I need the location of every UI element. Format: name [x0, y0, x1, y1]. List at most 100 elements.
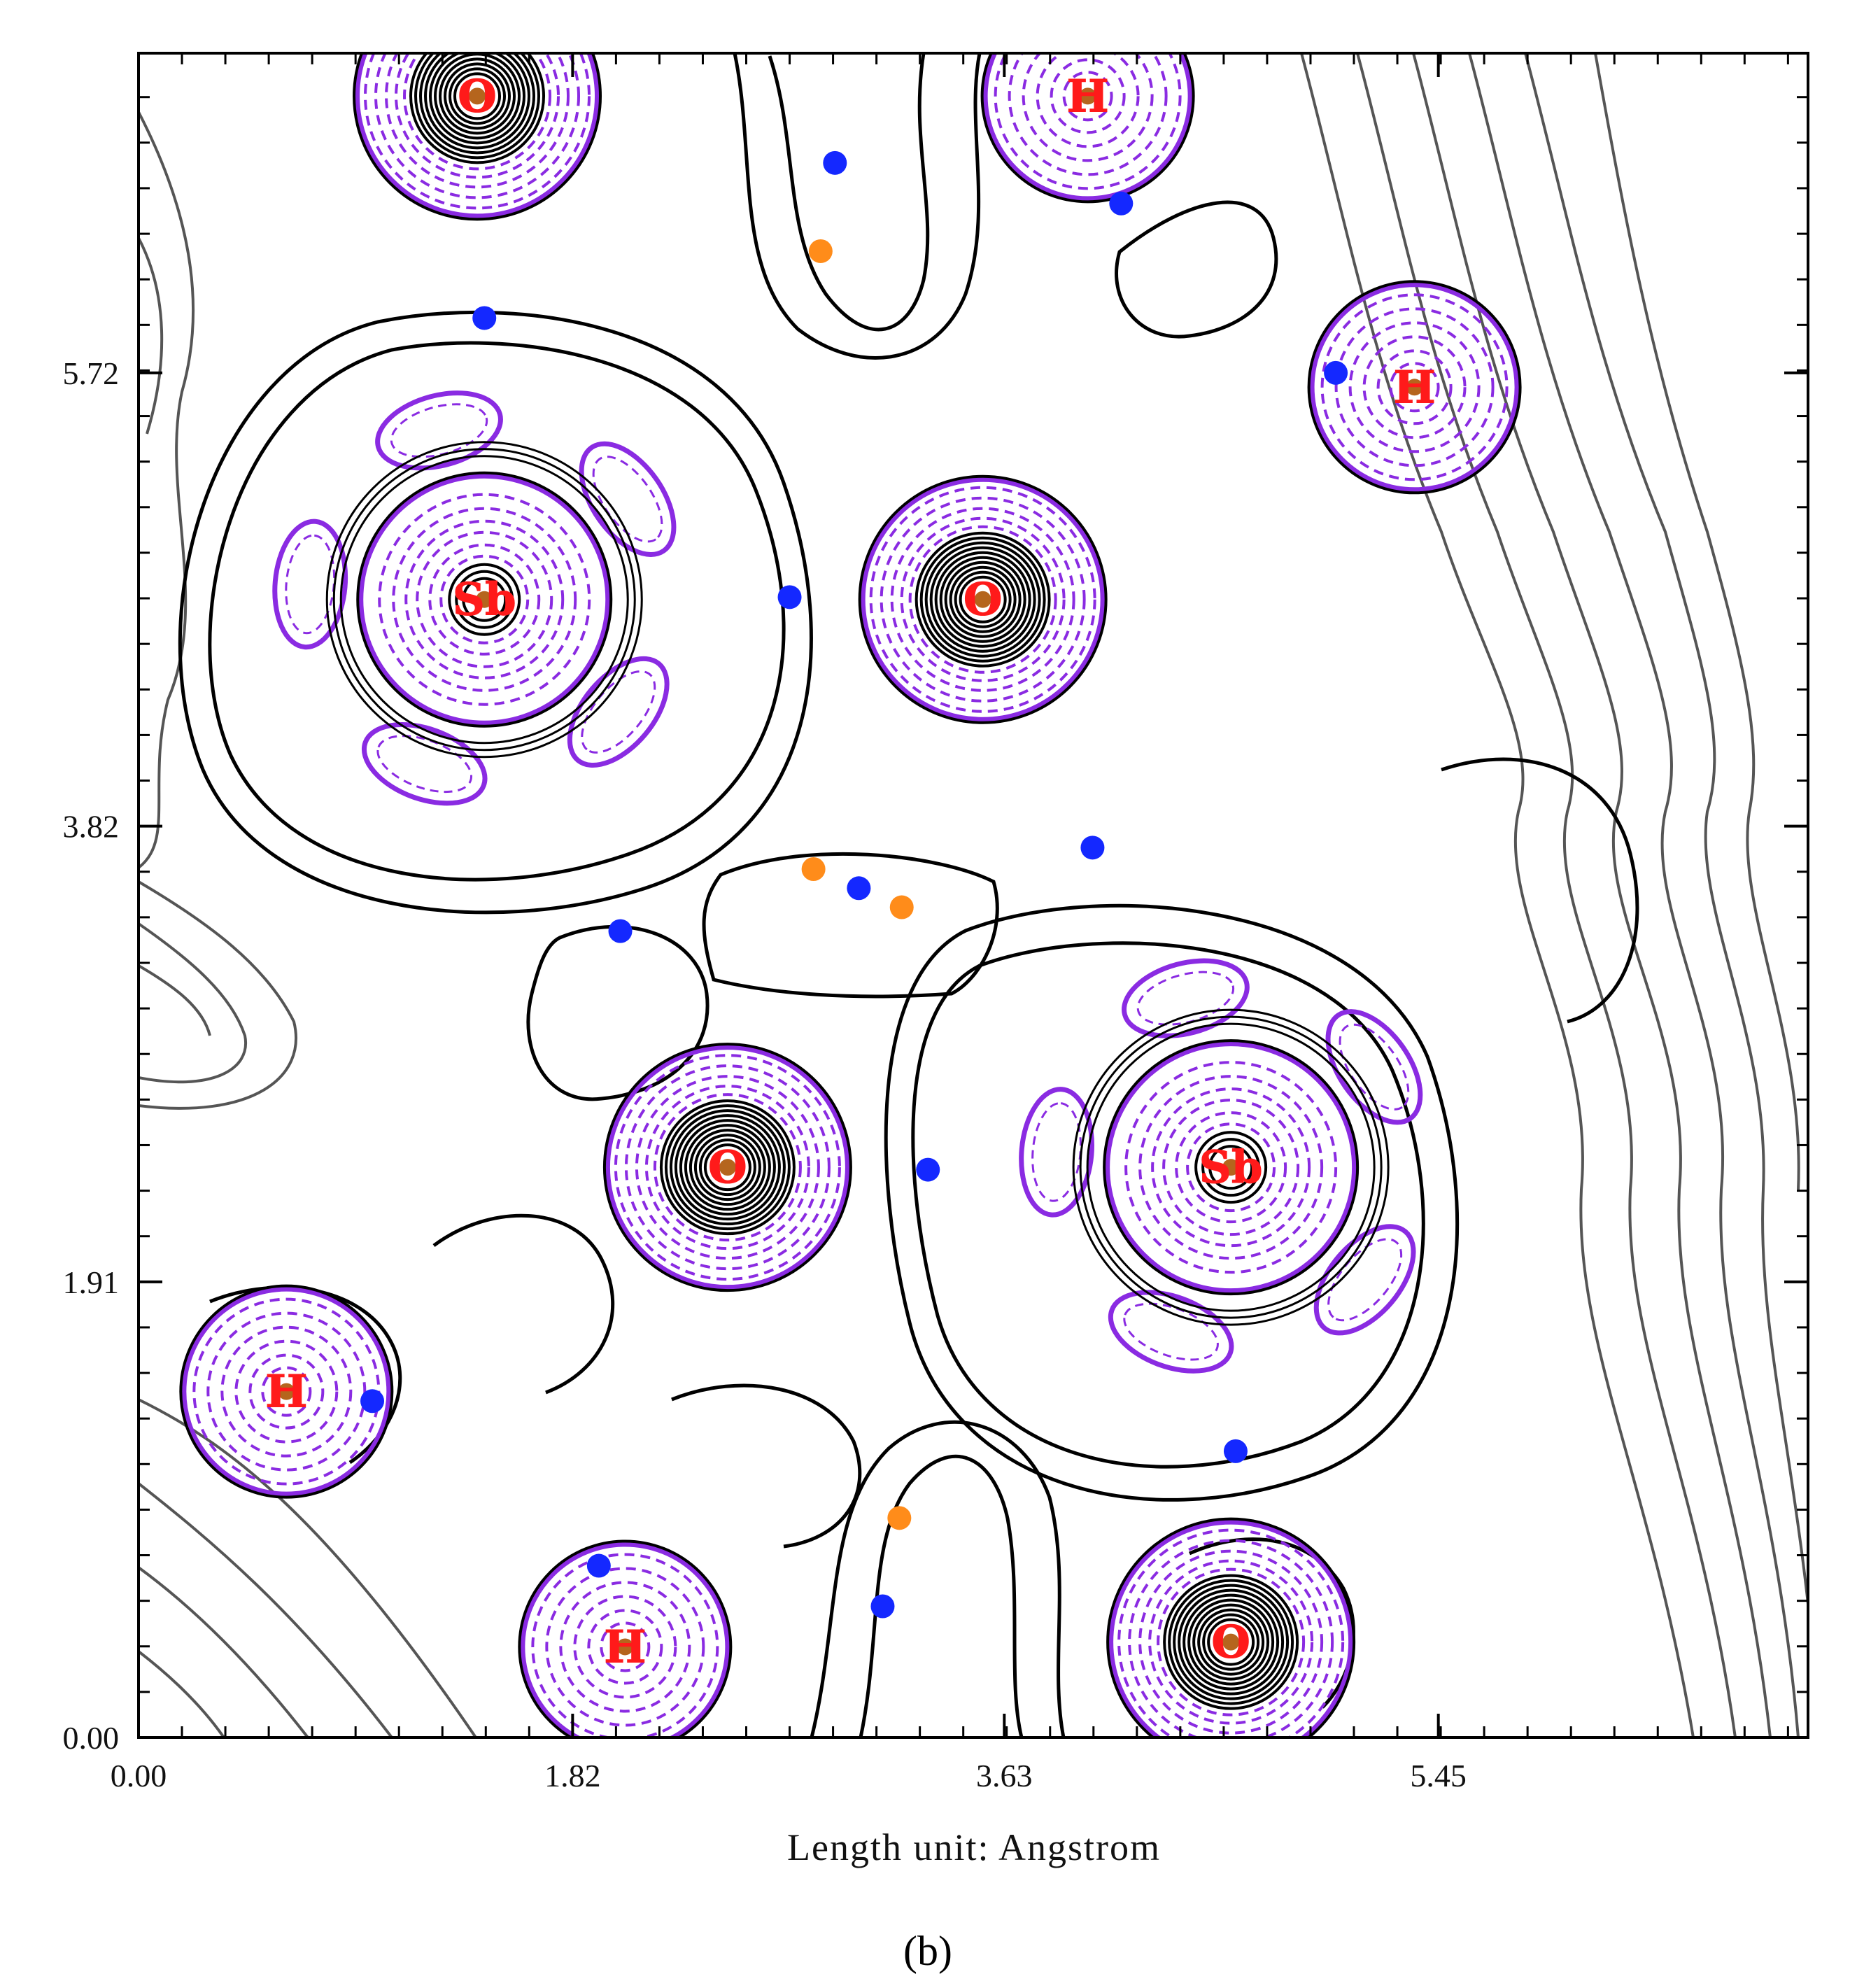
negative-contour-ring [531, 1553, 719, 1737]
bond-critical-point [1324, 360, 1348, 385]
core-contour-ring [1182, 1593, 1280, 1691]
region-contour-line [810, 1420, 1066, 1737]
sb-lobe-inner [285, 534, 336, 635]
atom-contour-group-h [518, 1539, 733, 1737]
atom-label-o: O [458, 70, 497, 122]
negative-contour-ring [1186, 1122, 1276, 1213]
core-contour-ring [679, 1119, 776, 1216]
axis-labels: 0.00 1.82 3.63 5.45 0.00 1.91 3.82 5.72 [63, 355, 1467, 1793]
bg-contour-line [139, 1566, 309, 1737]
ring-critical-point [889, 895, 914, 919]
negative-contour-ring [403, 53, 551, 171]
atom-label-h: H [1393, 361, 1435, 414]
core-contour-ring [439, 57, 516, 135]
atom-contour-group-o [602, 1043, 852, 1292]
negative-boundary-ring [521, 1542, 730, 1737]
core-contour-ring [1187, 1598, 1275, 1686]
negative-contour-ring [261, 1366, 312, 1417]
core-contour-ring [1178, 1588, 1285, 1696]
bond-critical-point [916, 1157, 940, 1182]
region-contour-line [884, 903, 1459, 1502]
nucleus-marker [719, 1159, 736, 1176]
core-contour-ring [934, 551, 1031, 648]
negative-contour-ring [1124, 1061, 1338, 1274]
negative-contour-ring [1162, 1099, 1300, 1236]
contour-lines [139, 53, 1808, 1737]
critical-points [360, 150, 1348, 1619]
atom-label-h: H [265, 1366, 307, 1418]
negative-contour-ring [416, 530, 553, 668]
bond-critical-point [1223, 1439, 1248, 1463]
bond-critical-point [847, 876, 871, 901]
negative-contour-ring [908, 525, 1057, 674]
y-tick-label: 0.00 [63, 1720, 120, 1756]
core-contour-ring [1168, 1579, 1294, 1705]
bg-contour-line [139, 237, 164, 435]
outer-ring [1103, 1039, 1360, 1296]
region-contour-line [208, 341, 786, 882]
sb-lobe-inner [1031, 1102, 1082, 1202]
atom-label-o: O [963, 574, 1003, 626]
y-tick-label: 5.72 [63, 355, 120, 391]
atom-label-sb: Sb [453, 574, 516, 626]
sb-core-ring [448, 563, 521, 636]
bg-contour-line [1524, 53, 1808, 1617]
core-contour-ring [453, 72, 502, 120]
bg-contour-line [1412, 53, 1772, 1737]
negative-boundary-ring [1109, 1520, 1353, 1737]
outer-ring [353, 53, 602, 221]
core-contour-ring [1163, 1574, 1299, 1710]
negative-contour-ring [404, 519, 565, 679]
negative-contour-ring [1389, 362, 1440, 413]
ring-critical-point [808, 239, 833, 263]
bg-contour-line [139, 964, 211, 1036]
region-contour-line [1115, 200, 1278, 339]
sb-core-ring [1201, 1138, 1261, 1197]
atom-label-h: H [604, 1621, 646, 1673]
negative-contour-ring [1062, 71, 1113, 122]
core-contour-ring [924, 541, 1041, 658]
region-contour-line [526, 924, 709, 1101]
bond-critical-point [1109, 191, 1134, 216]
outer-ring [356, 471, 613, 728]
core-contour-ring [944, 561, 1022, 638]
core-contour-ring [1197, 1608, 1265, 1676]
nucleus-marker [974, 591, 991, 608]
bond-critical-point [360, 1389, 385, 1414]
negative-contour-ring [1117, 1528, 1345, 1737]
negative-contour-ring [1050, 58, 1126, 134]
negative-contour-ring [1022, 53, 1154, 162]
core-contour-ring [1173, 1584, 1290, 1700]
outer-ring [602, 1043, 852, 1292]
bond-critical-point [472, 306, 497, 330]
core-contour-ring [693, 1134, 761, 1201]
core-contour-ring [1202, 1613, 1260, 1671]
sb-shell-ring [325, 441, 643, 759]
outer-ring [980, 53, 1195, 204]
region-contour-line [733, 53, 982, 360]
atom-label-sb: Sb [1199, 1141, 1263, 1194]
sb-core-ring [1194, 1131, 1268, 1204]
atom-contour-group-o [353, 53, 602, 221]
outer-ring [518, 1539, 733, 1737]
region-contour-line [702, 852, 999, 999]
sb-lobe [567, 656, 670, 768]
bond-critical-point [777, 585, 802, 609]
y-tick-label: 3.82 [63, 809, 120, 845]
negative-contour-ring [220, 1325, 353, 1458]
core-contour-ring [939, 556, 1026, 643]
atom-contour-group-o [858, 474, 1108, 724]
x-tick-label: 3.63 [976, 1758, 1033, 1793]
y-tick-label: 1.91 [63, 1264, 120, 1300]
bg-contour-line [1594, 53, 1800, 1190]
negative-contour-ring [395, 53, 560, 179]
negative-boundary-ring [182, 1287, 391, 1496]
negative-contour-ring [614, 1054, 841, 1281]
core-contour-ring [1207, 1618, 1255, 1666]
negative-contour-ring [1376, 349, 1453, 425]
negative-contour-ring [994, 53, 1182, 190]
sb-shell-ring [332, 448, 636, 752]
atom-contour-group-sb [1019, 958, 1423, 1374]
core-contour-ring [703, 1143, 751, 1192]
sb-core-ring [1208, 1145, 1254, 1190]
